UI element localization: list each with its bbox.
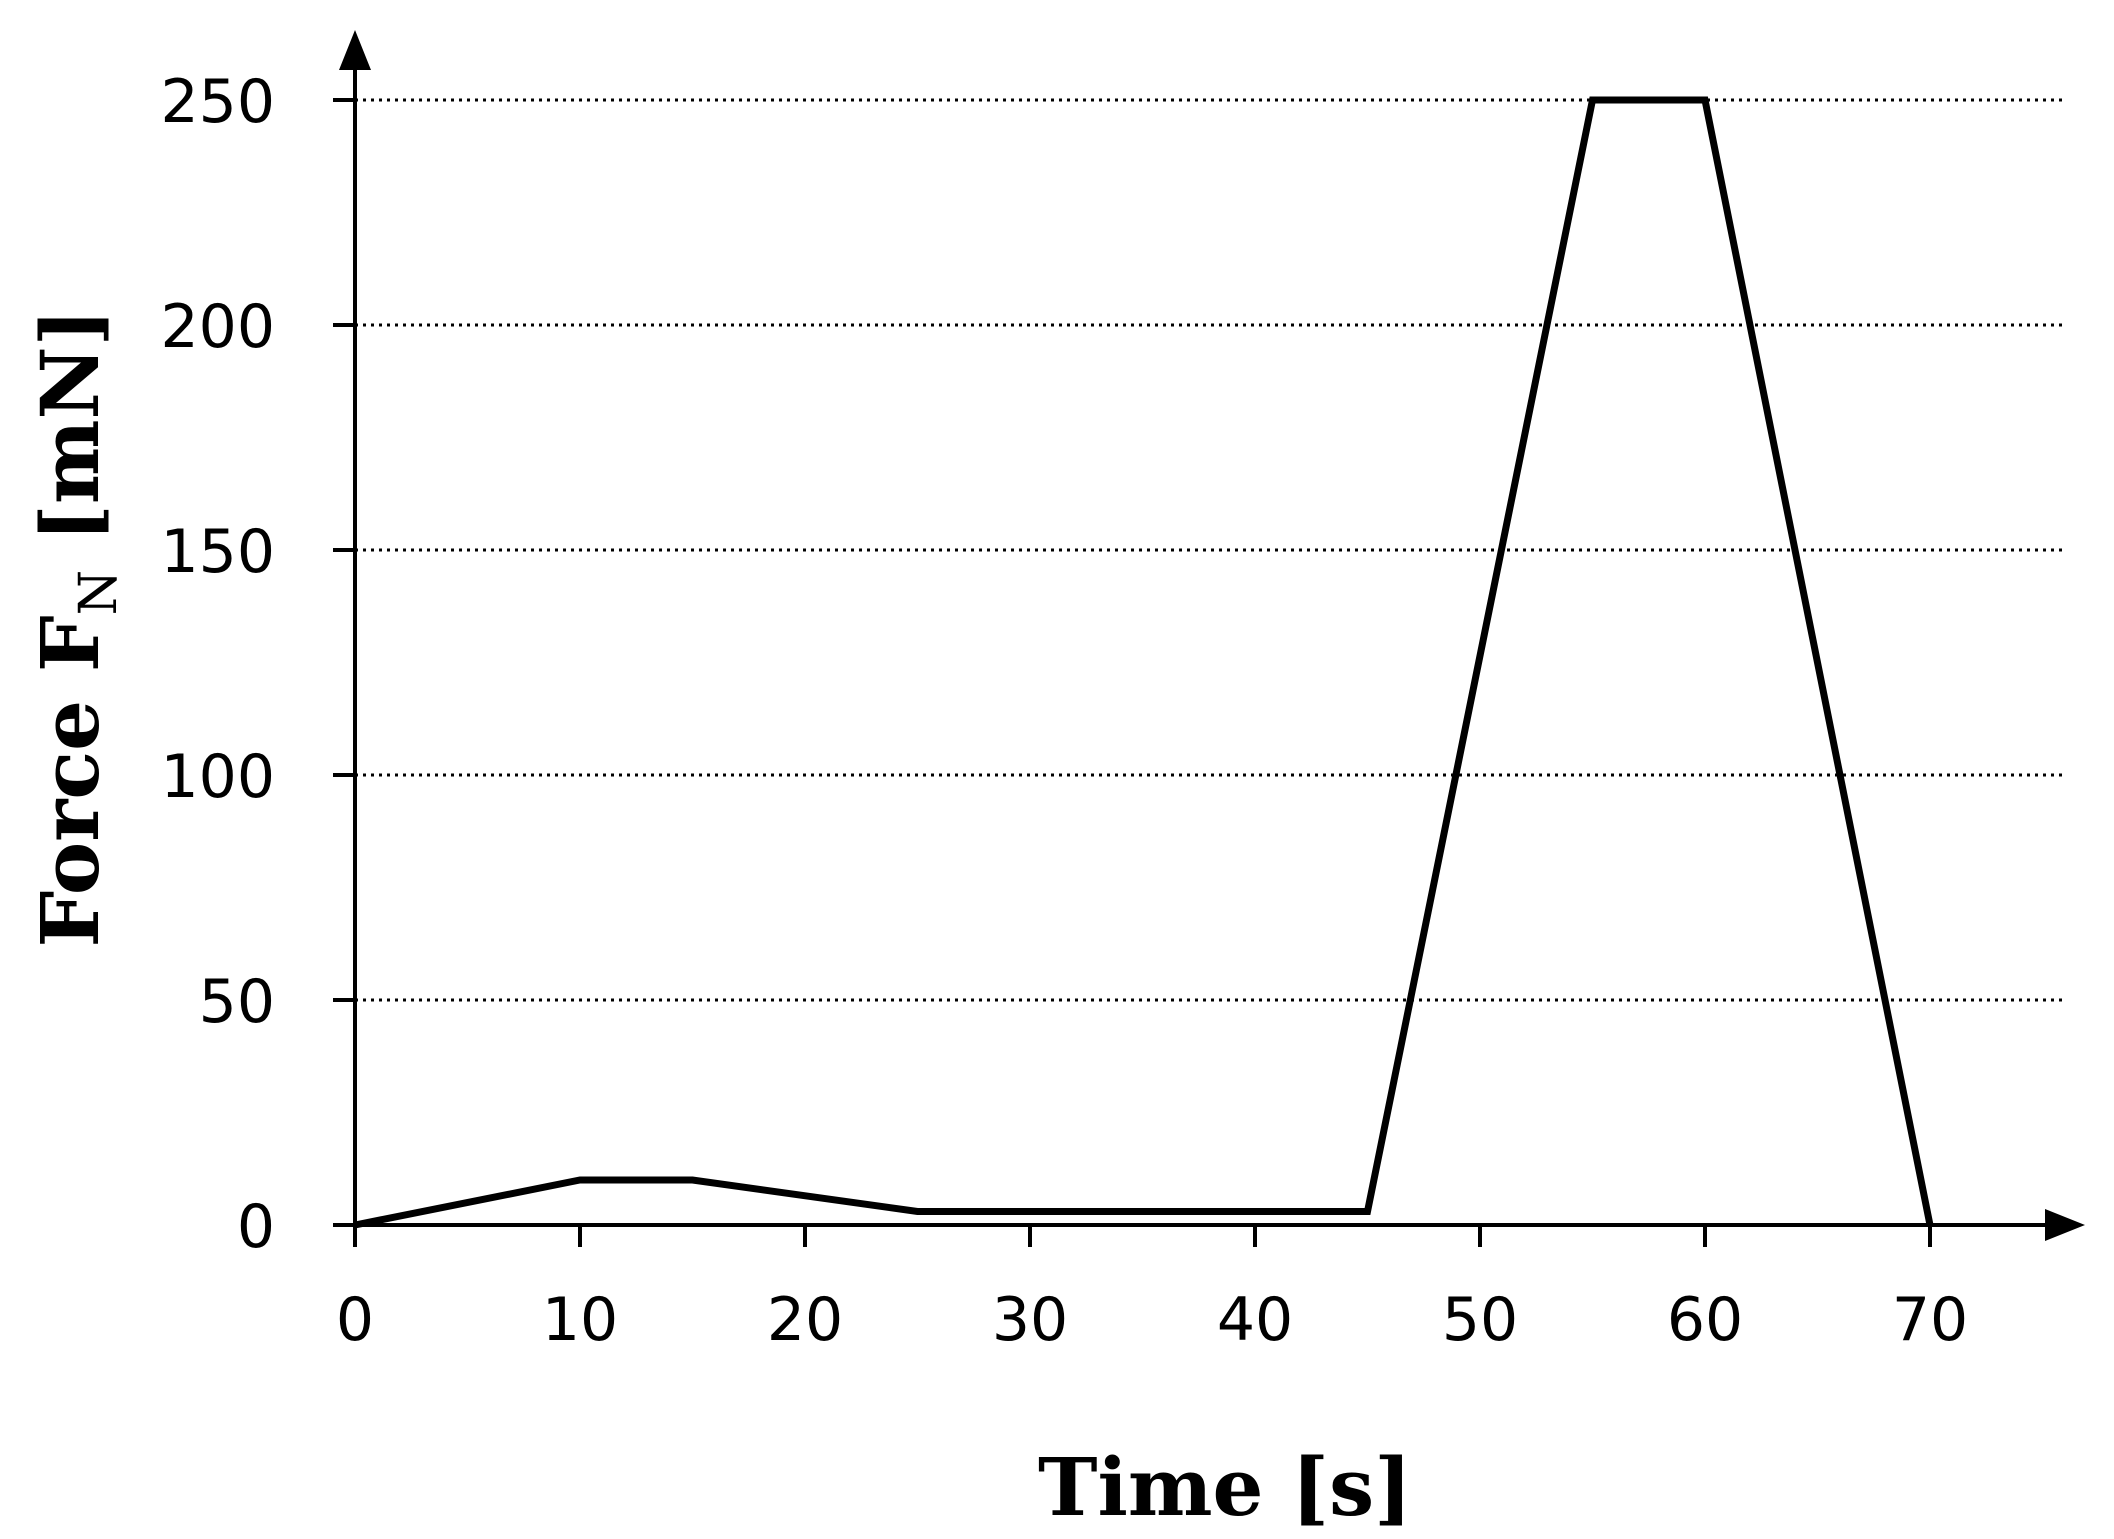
grid-lines [355,98,2065,1002]
series-line-0 [354,96,1934,1229]
y-tick-label-250: 250 [160,67,275,137]
x-tick-label-20: 20 [767,1285,843,1355]
x-axis-arrow [2045,1209,2085,1241]
x-tick-label-30: 30 [992,1285,1068,1355]
y-tick-label-150: 150 [160,517,275,587]
y-axis-label: Force FN [mN] [23,308,129,947]
x-tick-label-50: 50 [1442,1285,1518,1355]
x-tick-label-40: 40 [1217,1285,1293,1355]
y-axis-label-subscript: N [69,570,129,616]
x-tick-label-70: 70 [1892,1285,1968,1355]
y-axis-label-main: Force F [23,615,117,947]
y-tick-label-100: 100 [160,742,275,812]
y-axis-arrow [339,30,371,70]
x-axis-label: Time [s] [1038,1440,1412,1534]
y-tick-label-50: 50 [199,967,275,1037]
series-layer [354,96,1934,1229]
y-axis-label-unit: [mN] [23,308,117,569]
x-tick-label-10: 10 [542,1285,618,1355]
ticks: 0 50 100 150 200 250 0 10 20 30 40 50 60 70 [160,67,1968,1355]
x-tick-label-60: 60 [1667,1285,1743,1355]
y-tick-label-0: 0 [237,1192,275,1262]
axes [335,30,2085,1241]
x-tick-label-0: 0 [336,1285,374,1355]
y-tick-label-200: 200 [160,292,275,362]
